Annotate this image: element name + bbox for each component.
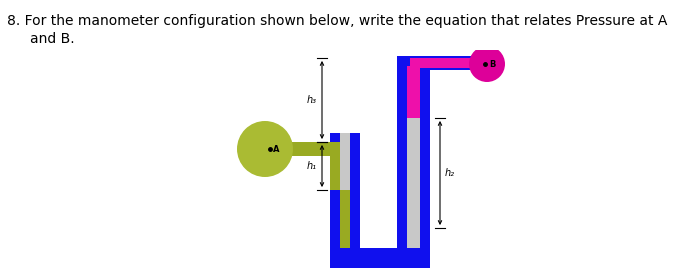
Text: A: A (273, 145, 279, 154)
Bar (285, 142, 340, 156)
Circle shape (237, 121, 293, 177)
Text: 8. For the manometer configuration shown below, write the equation that relates : 8. For the manometer configuration shown… (7, 14, 667, 28)
Bar (407, 66, 420, 118)
Bar (410, 58, 477, 68)
Text: h₂: h₂ (445, 168, 455, 178)
Bar (397, 56, 477, 70)
Bar (330, 248, 430, 268)
Bar (340, 190, 350, 248)
Bar (340, 133, 350, 248)
Text: h₃: h₃ (307, 95, 317, 105)
Bar (330, 133, 360, 268)
Circle shape (469, 46, 505, 82)
Bar (340, 251, 407, 265)
Text: h₁: h₁ (307, 161, 317, 171)
Text: and B.: and B. (30, 32, 75, 46)
Bar (397, 56, 430, 268)
Bar (330, 142, 350, 190)
Bar (407, 68, 420, 248)
Text: B: B (489, 60, 496, 69)
Bar (410, 58, 477, 68)
